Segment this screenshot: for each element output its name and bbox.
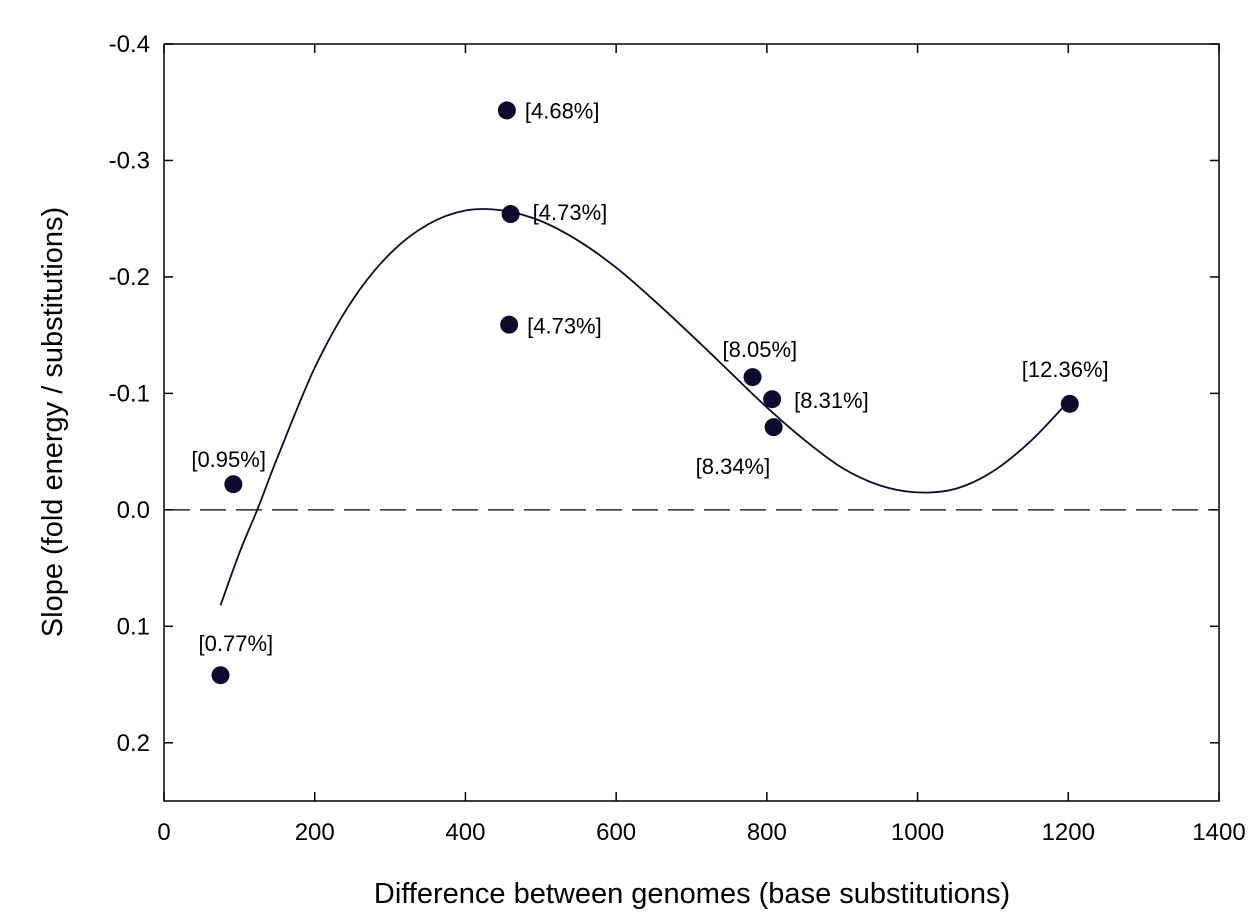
y-tick-label: -0.2: [109, 264, 150, 291]
y-tick-label: 0.0: [117, 497, 150, 524]
data-point: [764, 418, 783, 437]
point-label: [4.68%]: [525, 98, 600, 123]
point-label: [0.95%]: [191, 447, 266, 472]
data-point: [500, 315, 519, 334]
x-tick-label: 1400: [1192, 819, 1245, 846]
x-tick-label: 800: [747, 819, 787, 846]
x-axis-title: Difference between genomes (base substit…: [374, 878, 1010, 910]
labels-layer: [0.77%] [0.95%] [4.68%] [4.73%] [4.73%] [8.05…: [191, 98, 1108, 656]
point-label: [8.05%]: [723, 337, 798, 362]
points-layer: [211, 101, 1079, 685]
fit-curve: [219, 208, 1069, 606]
data-point: [211, 666, 230, 685]
y-tick-label: 0.1: [117, 613, 150, 640]
fit-curve-layer: [219, 208, 1069, 606]
x-tick-label: 1200: [1042, 819, 1095, 846]
data-point: [224, 475, 243, 494]
y-tick-label: -0.1: [109, 380, 150, 407]
point-label: [8.31%]: [794, 388, 869, 413]
point-label: [12.36%]: [1022, 357, 1109, 382]
x-tick-label: 200: [295, 819, 335, 846]
x-tick-label: 600: [596, 819, 636, 846]
data-point: [763, 390, 782, 409]
point-label: [4.73%]: [533, 200, 608, 225]
y-tick-label: -0.4: [109, 31, 150, 58]
x-tick-label: 0: [157, 819, 170, 846]
data-point: [501, 205, 520, 224]
y-tick-label: -0.3: [109, 147, 150, 174]
ticks-layer: 0 200 400 600 800 1000 1200 1400 -0.4 -0.3 -0.2 -0.…: [109, 31, 1246, 846]
y-tick-label: 0.2: [117, 730, 150, 757]
point-label: [4.73%]: [527, 314, 602, 339]
point-label: [0.77%]: [199, 631, 274, 656]
data-point: [1060, 394, 1079, 413]
y-axis-title: Slope (fold energy / substitutions): [37, 207, 69, 637]
x-tick-label: 400: [445, 819, 485, 846]
data-point: [497, 101, 516, 120]
x-tick-label: 1000: [891, 819, 944, 846]
point-label: [8.34%]: [696, 454, 771, 479]
plot-frame: [163, 43, 1220, 802]
data-point: [743, 368, 762, 387]
